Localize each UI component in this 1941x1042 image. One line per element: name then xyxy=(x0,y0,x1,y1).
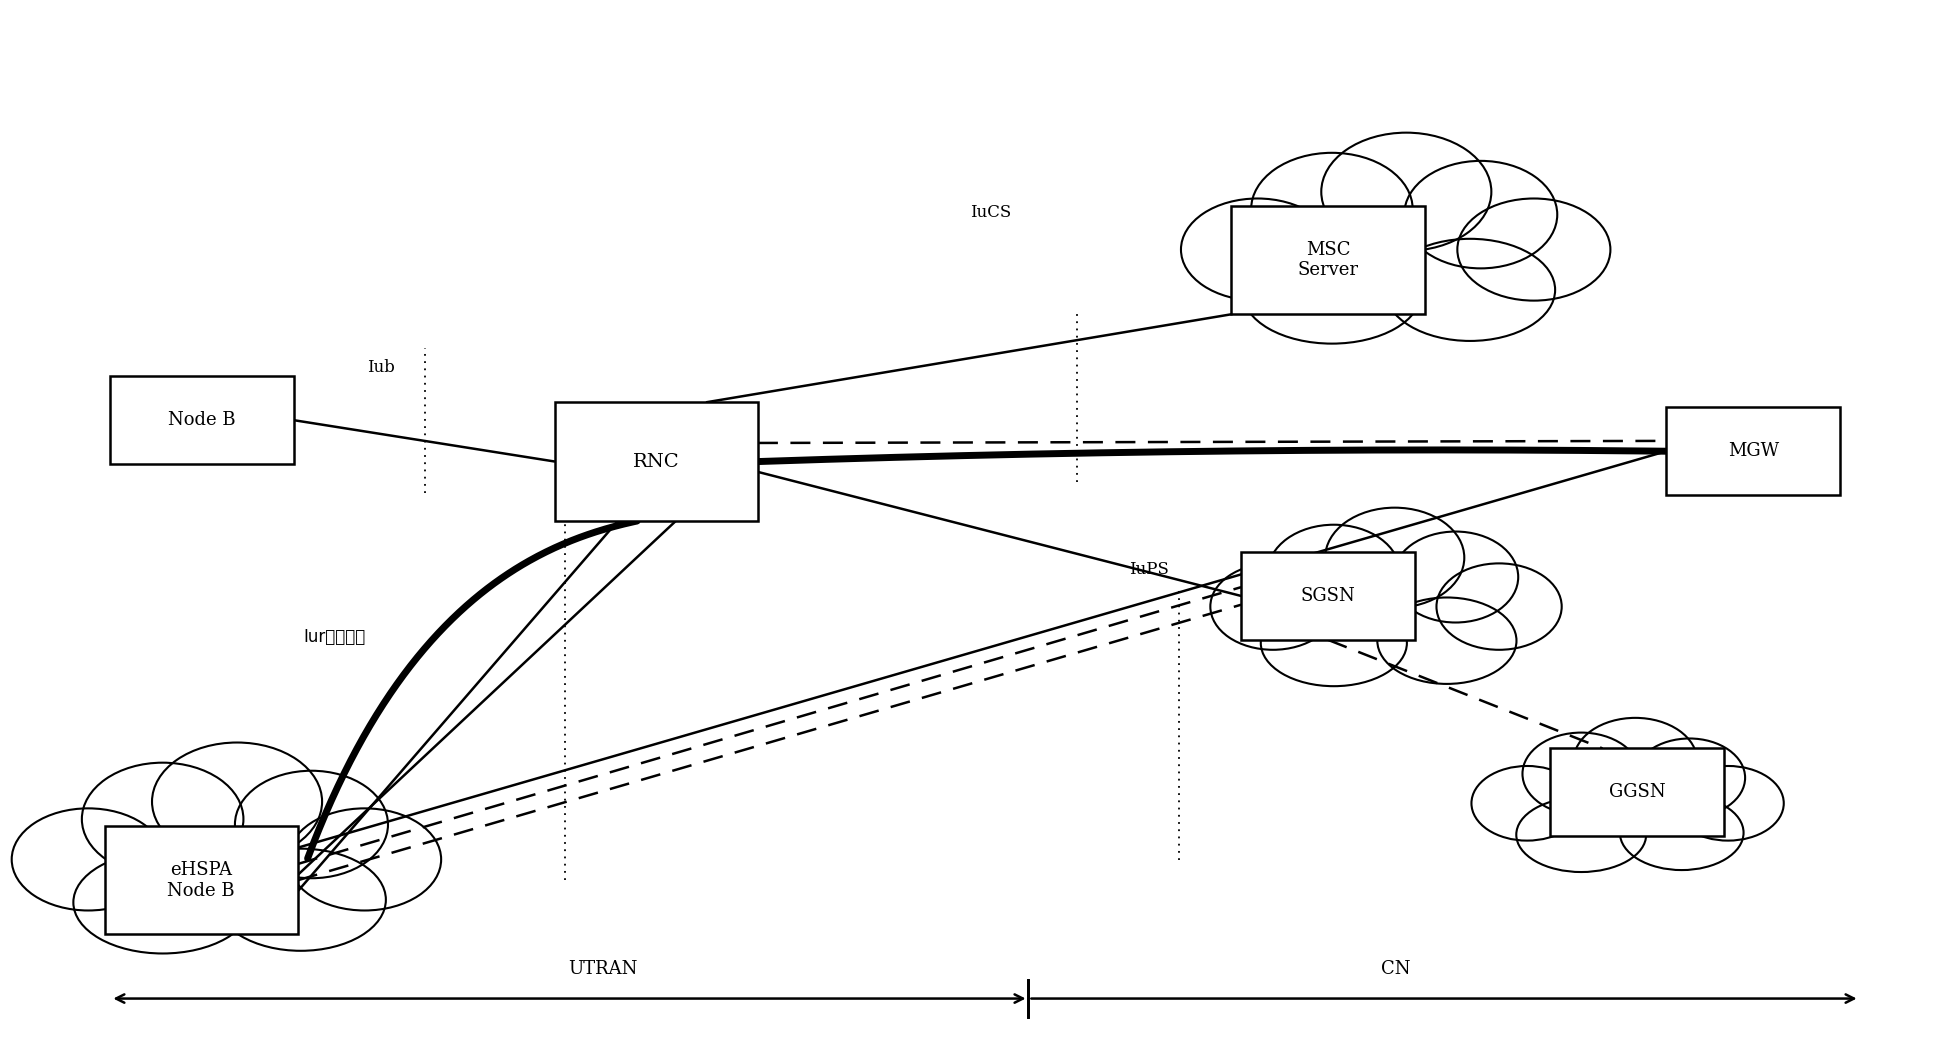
Text: eHSPA
Node B: eHSPA Node B xyxy=(167,861,235,899)
Ellipse shape xyxy=(1403,160,1557,269)
FancyBboxPatch shape xyxy=(1551,748,1724,837)
Text: GGSN: GGSN xyxy=(1609,784,1665,801)
Text: UTRAN: UTRAN xyxy=(569,960,639,977)
Ellipse shape xyxy=(1574,718,1696,804)
Ellipse shape xyxy=(1326,507,1464,607)
FancyBboxPatch shape xyxy=(105,826,297,935)
Ellipse shape xyxy=(82,763,243,875)
Ellipse shape xyxy=(287,809,441,911)
Ellipse shape xyxy=(235,771,388,878)
Text: IuCS: IuCS xyxy=(970,204,1011,221)
Ellipse shape xyxy=(1516,797,1646,872)
Ellipse shape xyxy=(1378,597,1516,684)
Ellipse shape xyxy=(1252,153,1413,266)
Ellipse shape xyxy=(1242,242,1421,344)
Ellipse shape xyxy=(1458,198,1611,301)
Ellipse shape xyxy=(1246,178,1545,326)
Ellipse shape xyxy=(1471,766,1582,841)
Ellipse shape xyxy=(1262,600,1407,687)
Ellipse shape xyxy=(78,788,375,936)
FancyBboxPatch shape xyxy=(1231,205,1425,315)
Ellipse shape xyxy=(1394,531,1518,622)
Ellipse shape xyxy=(1322,132,1491,251)
Ellipse shape xyxy=(74,851,252,953)
Ellipse shape xyxy=(1520,751,1735,860)
FancyBboxPatch shape xyxy=(1240,552,1415,640)
Text: CN: CN xyxy=(1380,960,1411,977)
Ellipse shape xyxy=(1180,198,1333,301)
Text: Node B: Node B xyxy=(169,412,237,429)
Ellipse shape xyxy=(1267,525,1399,620)
Ellipse shape xyxy=(1211,564,1335,650)
FancyBboxPatch shape xyxy=(1665,407,1840,495)
FancyBboxPatch shape xyxy=(111,376,295,464)
Ellipse shape xyxy=(215,848,386,950)
Text: RNC: RNC xyxy=(633,452,679,471)
Ellipse shape xyxy=(1673,766,1784,841)
Ellipse shape xyxy=(1634,739,1745,817)
Ellipse shape xyxy=(1522,733,1640,815)
Ellipse shape xyxy=(1264,546,1508,671)
Text: Iur接口接续: Iur接口接续 xyxy=(303,627,367,646)
Text: MGW: MGW xyxy=(1727,442,1778,461)
Text: SGSN: SGSN xyxy=(1300,587,1355,605)
Text: MSC
Server: MSC Server xyxy=(1297,241,1359,279)
Text: IuPS: IuPS xyxy=(1130,561,1168,578)
Ellipse shape xyxy=(1386,239,1555,341)
Ellipse shape xyxy=(12,809,165,911)
Ellipse shape xyxy=(1621,795,1743,870)
Ellipse shape xyxy=(1436,564,1563,650)
FancyBboxPatch shape xyxy=(555,402,757,521)
Text: Iub: Iub xyxy=(367,359,394,376)
Ellipse shape xyxy=(151,743,322,861)
